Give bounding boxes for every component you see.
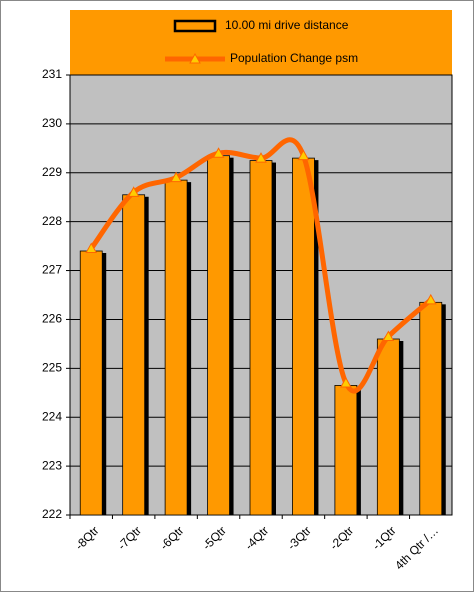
y-tick-label: 224 [42,409,62,423]
y-tick-label: 230 [42,116,62,130]
bar [292,157,315,516]
line-marker [255,152,267,163]
legend-label: 10.00 mi drive distance [225,18,349,32]
line-marker [297,149,310,161]
line-marker [340,376,352,388]
y-tick-label: 227 [42,263,62,277]
bar [79,250,103,516]
bar [207,155,230,516]
legend-box [70,10,452,75]
line-marker [127,186,140,197]
y-tick-label: 229 [42,165,62,179]
bar [249,160,273,516]
line-marker [85,242,98,254]
bar [376,338,400,516]
y-tick-label: 222 [42,507,62,521]
y-tick-label: 223 [42,458,62,472]
line-marker [424,293,437,305]
bar [122,194,146,516]
bar [334,385,358,516]
y-tick-label: 231 [42,67,62,81]
legend-marker [189,52,201,64]
bar [419,301,443,516]
line-marker [382,330,395,342]
y-tick-label: 226 [42,312,62,326]
line-marker [170,171,182,183]
legend-swatch [173,19,217,33]
bar [164,179,188,516]
y-tick-label: 228 [42,214,62,228]
line [89,137,433,394]
y-tick-label: 225 [42,361,62,375]
legend-label: Population Change psm [230,51,358,65]
line-marker [212,147,225,158]
